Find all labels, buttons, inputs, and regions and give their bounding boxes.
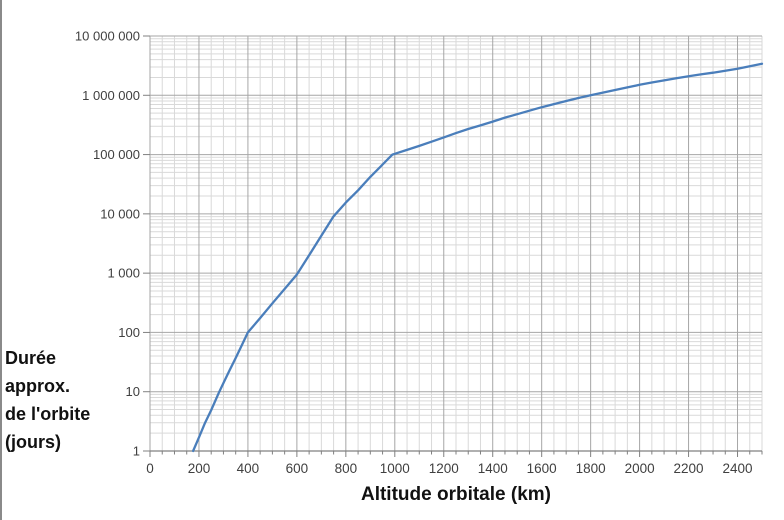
window-left-border	[0, 0, 2, 520]
x-tick-label: 400	[237, 461, 260, 476]
y-tick-label: 10 000	[100, 206, 140, 221]
x-tick-label: 0	[146, 461, 154, 476]
y-tick-label: 100	[118, 325, 140, 340]
x-tick-label: 1200	[429, 461, 459, 476]
x-tick-label: 2200	[674, 461, 704, 476]
x-axis-title: Altitude orbitale (km)	[360, 484, 551, 505]
x-tick-label: 2400	[722, 461, 752, 476]
x-tick-label: 1600	[527, 461, 557, 476]
x-tick-label: 2000	[625, 461, 655, 476]
y-tick-label: 100 000	[93, 147, 140, 162]
x-tick-labels: 0 200 400 600 800 1000 1200 1400 1600 1800 2000 220…	[146, 461, 752, 476]
y-tick-label: 10 000 000	[75, 29, 140, 44]
gridlines-minor	[150, 36, 763, 451]
y-tick-label: 1 000 000	[82, 88, 140, 103]
orbit-duration-curve	[191, 62, 764, 453]
data-series	[191, 62, 764, 453]
x-tick-label: 1000	[380, 461, 410, 476]
y-tick-label: 1	[133, 444, 140, 459]
axes-and-ticks	[143, 35, 763, 457]
y-tick-label: 10	[126, 384, 140, 399]
x-tick-label: 1400	[478, 461, 508, 476]
y-tick-labels: 1 10 100 1 000 10 000 100 000 1 000 000 10 000 …	[75, 29, 140, 459]
y-axis-title: Durée approx. de l'orbite (jours)	[5, 348, 91, 452]
y-tick-label: 1 000	[107, 266, 140, 281]
x-tick-label: 1800	[576, 461, 606, 476]
x-tick-label: 800	[335, 461, 358, 476]
x-tick-label: 600	[286, 461, 309, 476]
x-tick-label: 200	[188, 461, 211, 476]
